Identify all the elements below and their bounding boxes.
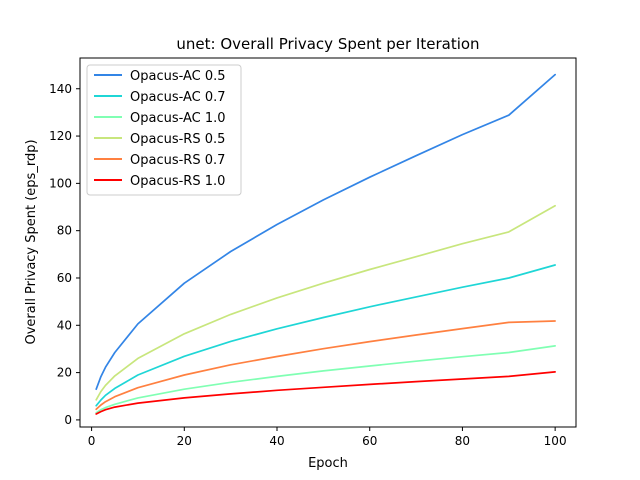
series-line-3 xyxy=(95,204,556,401)
y-tick-label: 140 xyxy=(49,82,72,96)
x-axis-label: Epoch xyxy=(308,456,348,471)
y-tick-label: 60 xyxy=(57,271,72,285)
legend: Opacus-AC 0.5 Opacus-AC 0.7 Opacus-AC 1.0 O… xyxy=(86,64,242,196)
y-tick-label: 120 xyxy=(49,129,72,143)
legend-label-3: Opacus-RS 0.5 xyxy=(130,132,225,147)
x-tick-label: 80 xyxy=(455,434,470,448)
series-line-4 xyxy=(95,320,556,411)
y-tick-label: 20 xyxy=(57,366,72,380)
series-line-5 xyxy=(95,371,556,415)
y-tick-label: 40 xyxy=(57,318,72,332)
legend-label-0: Opacus-AC 0.5 xyxy=(130,69,226,84)
x-tick-label: 40 xyxy=(269,434,284,448)
x-tick-label: 20 xyxy=(177,434,192,448)
x-tick-label: 0 xyxy=(88,434,96,448)
series-line-0 xyxy=(95,73,556,391)
legend-label-2: Opacus-AC 1.0 xyxy=(130,111,226,126)
y-tick-label: 100 xyxy=(49,176,72,190)
x-tick-label: 60 xyxy=(362,434,377,448)
y-axis-ticks: 0 20 40 60 80 100 120 140 xyxy=(49,82,80,427)
plot-frame xyxy=(79,57,577,428)
legend-label-4: Opacus-RS 0.7 xyxy=(130,153,225,168)
series-line-2 xyxy=(95,345,556,414)
y-tick-label: 0 xyxy=(64,413,72,427)
x-tick-label: 100 xyxy=(544,434,567,448)
series-line-1 xyxy=(95,264,556,407)
legend-label-5: Opacus-RS 1.0 xyxy=(130,174,225,189)
chart-title: unet: Overall Privacy Spent per Iteratio… xyxy=(176,35,479,53)
y-tick-label: 80 xyxy=(57,224,72,238)
legend-label-1: Opacus-AC 0.7 xyxy=(130,90,226,105)
plot-lines xyxy=(95,73,556,415)
y-axis-label: Overall Privacy Spent (eps_rdp) xyxy=(24,139,39,344)
legend-box xyxy=(86,64,242,196)
x-axis-ticks: 0 20 40 60 80 100 xyxy=(88,427,567,448)
